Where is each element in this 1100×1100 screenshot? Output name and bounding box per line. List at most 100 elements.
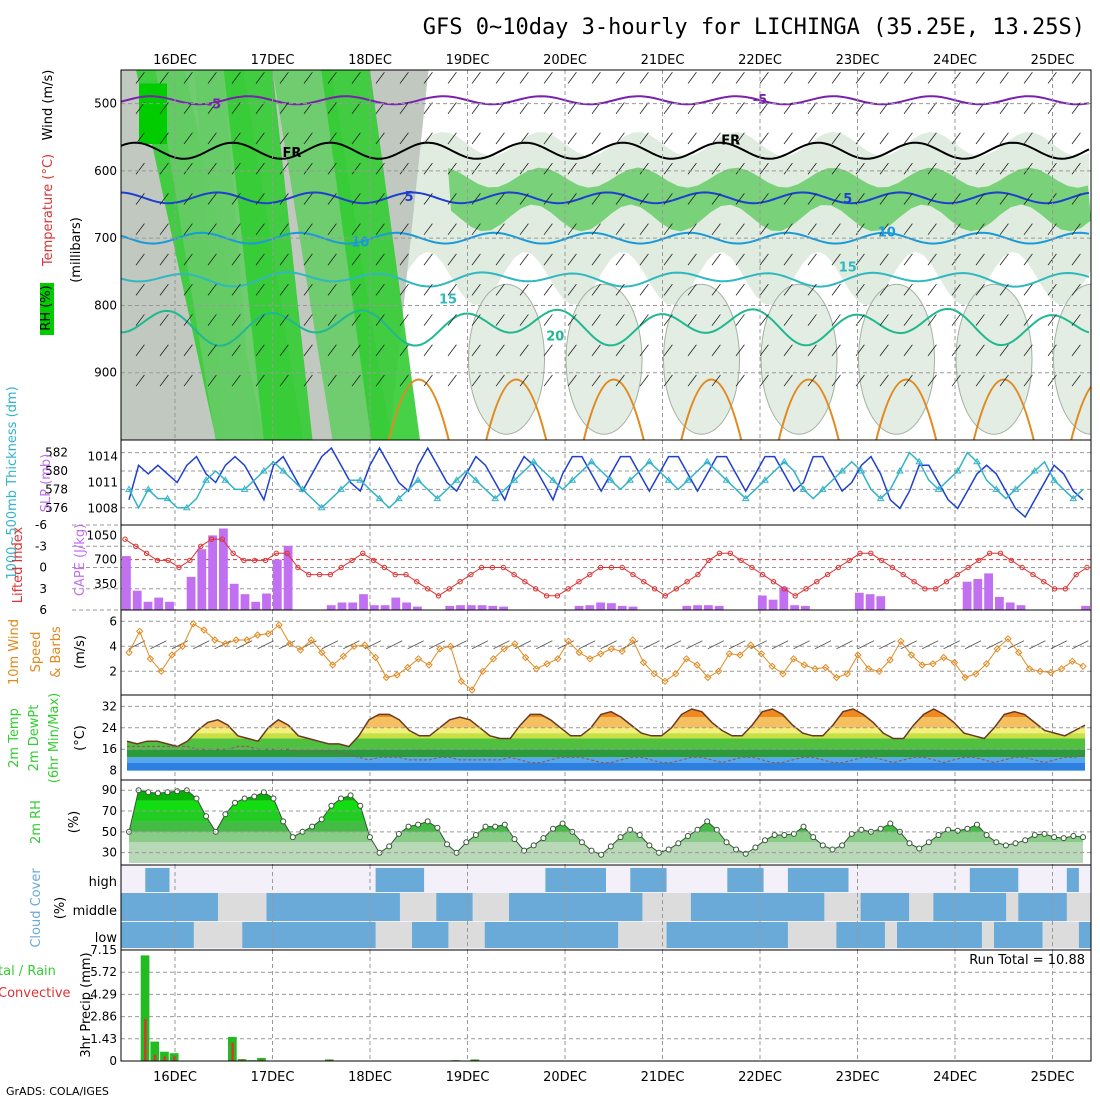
- wind-barb: [1071, 132, 1081, 145]
- wind-barb: [375, 374, 385, 387]
- temp-band: [127, 757, 1085, 763]
- wind-speed-point: [403, 663, 412, 672]
- wind-barb: [1023, 314, 1033, 326]
- wind-barb: [495, 162, 505, 175]
- cloud-cell: [812, 922, 825, 948]
- wind-barb: [1023, 344, 1033, 357]
- wind-barb: [663, 162, 673, 175]
- wind-barb: [351, 162, 361, 175]
- wind-barb: [807, 132, 817, 145]
- rh-point: [935, 832, 942, 838]
- cape-bar: [369, 605, 379, 610]
- wind-barb: [519, 132, 529, 145]
- thickness-point: [549, 476, 557, 483]
- wind-barb: [231, 132, 241, 145]
- thickness-point: [1030, 467, 1039, 474]
- cloud-cell: [254, 868, 267, 892]
- wind-barb: [591, 72, 601, 84]
- cloud-cell: [218, 922, 231, 948]
- wind-barb: [519, 374, 529, 387]
- lifted-index-point: [565, 586, 571, 592]
- wind-barb: [855, 162, 865, 175]
- cloud-cell: [424, 868, 437, 892]
- surface-wind-barb: [857, 640, 875, 650]
- wind-barb: [303, 132, 313, 145]
- wind-speed-point: [361, 641, 369, 649]
- wind-speed-point: [575, 648, 583, 657]
- contour-label: -5: [207, 98, 221, 113]
- thickness-point: [568, 476, 577, 483]
- lifted-index-point: [252, 557, 258, 564]
- cloud-cell: [654, 893, 668, 921]
- pressure-tick: 600: [94, 164, 117, 178]
- cloud-cell: [666, 868, 680, 892]
- wind-barb: [399, 374, 409, 387]
- cape-bar: [402, 602, 411, 610]
- wind-barb: [183, 344, 193, 357]
- cape-bar: [1016, 605, 1026, 610]
- wind-speed-point: [586, 655, 594, 663]
- cloud-cell: [787, 922, 801, 948]
- cloud-cell: [278, 893, 292, 921]
- lifted-index-point: [360, 550, 366, 556]
- wind-barb: [831, 253, 841, 266]
- cloud-cell: [860, 922, 874, 948]
- cloud-cell: [836, 922, 849, 948]
- wind-barb: [183, 162, 193, 175]
- surface-wind-barb: [493, 640, 510, 650]
- wind-barb: [735, 253, 745, 266]
- cloud-cell: [412, 922, 425, 948]
- wind-barb: [615, 162, 625, 175]
- precip-convective-bar: [260, 1059, 263, 1061]
- wind-barb: [855, 374, 865, 387]
- rh-point: [839, 842, 846, 849]
- wind-barb: [999, 223, 1009, 236]
- rh-point: [241, 795, 248, 802]
- rh-point: [338, 795, 344, 802]
- wind-barb: [615, 193, 625, 205]
- rh-lower-lobe: [858, 283, 935, 435]
- wind-barb: [423, 374, 433, 387]
- cloud-cell: [860, 893, 874, 921]
- rh-point: [810, 834, 817, 841]
- cloud-cell: [727, 922, 740, 948]
- wind-barb: [159, 162, 169, 175]
- rh-point: [232, 799, 238, 806]
- wind-barb: [255, 102, 265, 114]
- lifted-index-point: [511, 571, 517, 578]
- cloud-cell: [630, 893, 643, 921]
- wind-barb: [615, 102, 625, 114]
- cloud-cell: [1078, 922, 1092, 948]
- lifted-index-point: [770, 579, 777, 585]
- rh-point: [819, 842, 826, 849]
- cloud-cell: [606, 922, 619, 948]
- thickness-point: [684, 476, 692, 483]
- rh-point: [684, 833, 691, 839]
- wind-barb: [351, 253, 361, 266]
- cloud-unit: (%): [53, 897, 68, 920]
- cape-bar: [628, 606, 638, 610]
- wind-barb: [1023, 374, 1033, 387]
- cloud-cell: [412, 893, 425, 921]
- wind-speed-point: [982, 660, 991, 668]
- cloud-cell: [290, 922, 304, 948]
- wind-barb: [783, 374, 793, 387]
- wind-speed-point: [639, 658, 648, 667]
- wind-speed-point: [296, 646, 305, 654]
- wind-barb: [519, 314, 529, 326]
- lifted-index-point: [576, 579, 582, 585]
- cloud-cell: [969, 868, 983, 892]
- surface-wind-barb: [257, 640, 274, 650]
- wind-barb: [807, 314, 817, 326]
- wind-barb: [303, 314, 313, 326]
- wind-barb: [807, 283, 817, 296]
- cape-bar: [272, 559, 282, 610]
- wind-barb: [711, 314, 721, 326]
- wind-speed-point: [714, 667, 723, 676]
- cloud-cell: [375, 893, 389, 921]
- lifted-index-point: [479, 564, 485, 571]
- wind-barb: [495, 223, 505, 236]
- wind-barb: [351, 223, 361, 236]
- cloud-row-label: middle: [73, 904, 117, 919]
- cape-bar: [132, 590, 142, 610]
